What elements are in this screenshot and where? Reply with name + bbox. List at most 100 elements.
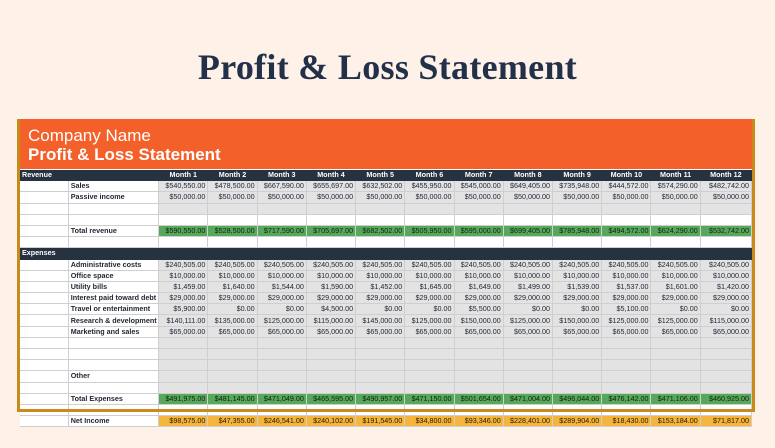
month-header[interactable]: Month 6 (404, 170, 455, 182)
value-cell[interactable] (207, 348, 258, 361)
value-cell[interactable]: $240,505.00 (257, 259, 307, 271)
empty-cell[interactable] (257, 236, 307, 249)
empty-cell[interactable] (306, 236, 357, 249)
value-cell[interactable]: $682,502.00 (355, 225, 406, 238)
value-cell[interactable]: $153,184.00 (650, 415, 701, 428)
value-cell[interactable]: $29,000.00 (207, 292, 258, 305)
empty-cell[interactable] (68, 214, 160, 226)
row-gutter-cell[interactable] (20, 337, 69, 350)
empty-cell[interactable] (207, 404, 258, 417)
value-cell[interactable]: $528,500.00 (207, 225, 258, 238)
value-cell[interactable]: $65,000.00 (257, 326, 307, 338)
value-cell[interactable]: $145,000.00 (355, 314, 406, 327)
value-cell[interactable]: $0.00 (552, 303, 603, 316)
value-cell[interactable] (207, 382, 258, 394)
value-cell[interactable]: $10,000.00 (552, 270, 603, 282)
value-cell[interactable]: $65,000.00 (552, 326, 603, 338)
value-cell[interactable]: $10,000.00 (454, 270, 504, 282)
row-label[interactable]: Research & development (68, 314, 160, 327)
value-cell[interactable] (306, 370, 357, 383)
month-header[interactable] (306, 247, 357, 260)
month-header[interactable]: Month 11 (650, 170, 701, 182)
row-label[interactable]: Office space (68, 270, 160, 282)
value-cell[interactable]: $481,145.00 (207, 393, 258, 405)
value-cell[interactable]: $10,000.00 (404, 270, 455, 282)
value-cell[interactable] (552, 370, 603, 383)
value-cell[interactable]: $490,957.00 (355, 393, 406, 405)
row-gutter-cell[interactable] (20, 303, 69, 316)
company-name[interactable]: Company Name (28, 126, 151, 145)
value-cell[interactable] (355, 382, 406, 394)
value-cell[interactable]: $29,000.00 (700, 292, 753, 305)
value-cell[interactable]: $29,000.00 (257, 292, 307, 305)
month-header[interactable] (700, 247, 753, 260)
value-cell[interactable]: $10,000.00 (355, 270, 406, 282)
value-cell[interactable]: $240,505.00 (650, 259, 701, 271)
value-cell[interactable] (503, 370, 554, 383)
value-cell[interactable]: $29,000.00 (355, 292, 406, 305)
value-cell[interactable] (700, 382, 753, 394)
row-gutter-cell[interactable] (20, 370, 69, 383)
empty-cell[interactable] (601, 214, 652, 226)
value-cell[interactable] (650, 382, 701, 394)
value-cell[interactable] (158, 382, 209, 394)
month-header[interactable]: Month 9 (552, 170, 603, 182)
row-gutter-cell[interactable] (20, 180, 69, 193)
row-gutter-cell[interactable] (20, 292, 69, 305)
value-cell[interactable]: $1,537.00 (601, 281, 652, 294)
value-cell[interactable]: $29,000.00 (454, 292, 504, 305)
value-cell[interactable]: $47,355.00 (207, 415, 258, 428)
empty-cell[interactable] (20, 214, 69, 226)
value-cell[interactable] (601, 370, 652, 383)
value-cell[interactable]: $240,102.00 (306, 415, 357, 428)
empty-cell[interactable] (503, 404, 554, 417)
month-header[interactable]: Month 8 (503, 170, 554, 182)
value-cell[interactable]: $0.00 (257, 303, 307, 316)
value-cell[interactable]: $735,948.00 (552, 180, 603, 193)
value-cell[interactable] (454, 203, 504, 215)
value-cell[interactable]: $545,000.00 (454, 180, 504, 193)
value-cell[interactable]: $246,541.00 (257, 415, 307, 428)
value-cell[interactable]: $228,401.00 (503, 415, 554, 428)
value-cell[interactable]: $29,000.00 (552, 292, 603, 305)
row-gutter-cell[interactable] (20, 393, 69, 405)
row-label[interactable]: Administrative costs (68, 259, 160, 271)
value-cell[interactable]: $140,111.00 (158, 314, 209, 327)
row-label[interactable] (68, 203, 160, 215)
value-cell[interactable]: $496,044.00 (552, 393, 603, 405)
value-cell[interactable]: $0.00 (503, 303, 554, 316)
value-cell[interactable] (355, 348, 406, 361)
value-cell[interactable] (454, 348, 504, 361)
value-cell[interactable] (207, 370, 258, 383)
value-cell[interactable]: $1,645.00 (404, 281, 455, 294)
value-cell[interactable] (454, 382, 504, 394)
empty-cell[interactable] (552, 236, 603, 249)
row-gutter-cell[interactable] (20, 191, 69, 204)
value-cell[interactable]: $471,004.00 (503, 393, 554, 405)
value-cell[interactable]: $10,000.00 (601, 270, 652, 282)
value-cell[interactable] (601, 348, 652, 361)
value-cell[interactable]: $5,100.00 (601, 303, 652, 316)
empty-cell[interactable] (552, 404, 603, 417)
value-cell[interactable]: $705,697.00 (306, 225, 357, 238)
empty-cell[interactable] (207, 214, 258, 226)
value-cell[interactable]: $1,459.00 (158, 281, 209, 294)
value-cell[interactable] (306, 203, 357, 215)
value-cell[interactable]: $240,505.00 (454, 259, 504, 271)
value-cell[interactable]: $240,505.00 (601, 259, 652, 271)
value-cell[interactable] (503, 203, 554, 215)
empty-cell[interactable] (20, 236, 69, 249)
value-cell[interactable]: $240,505.00 (306, 259, 357, 271)
row-gutter-cell[interactable] (20, 348, 69, 361)
row-label[interactable]: Other (68, 370, 160, 383)
value-cell[interactable]: $125,000.00 (601, 314, 652, 327)
empty-cell[interactable] (404, 214, 455, 226)
row-label[interactable]: Sales (68, 180, 160, 193)
value-cell[interactable]: $29,000.00 (650, 292, 701, 305)
value-cell[interactable] (158, 337, 209, 350)
value-cell[interactable]: $785,948.00 (552, 225, 603, 238)
row-gutter-cell[interactable] (20, 326, 69, 338)
value-cell[interactable] (306, 382, 357, 394)
value-cell[interactable]: $50,000.00 (650, 191, 701, 204)
value-cell[interactable]: $574,290.00 (650, 180, 701, 193)
